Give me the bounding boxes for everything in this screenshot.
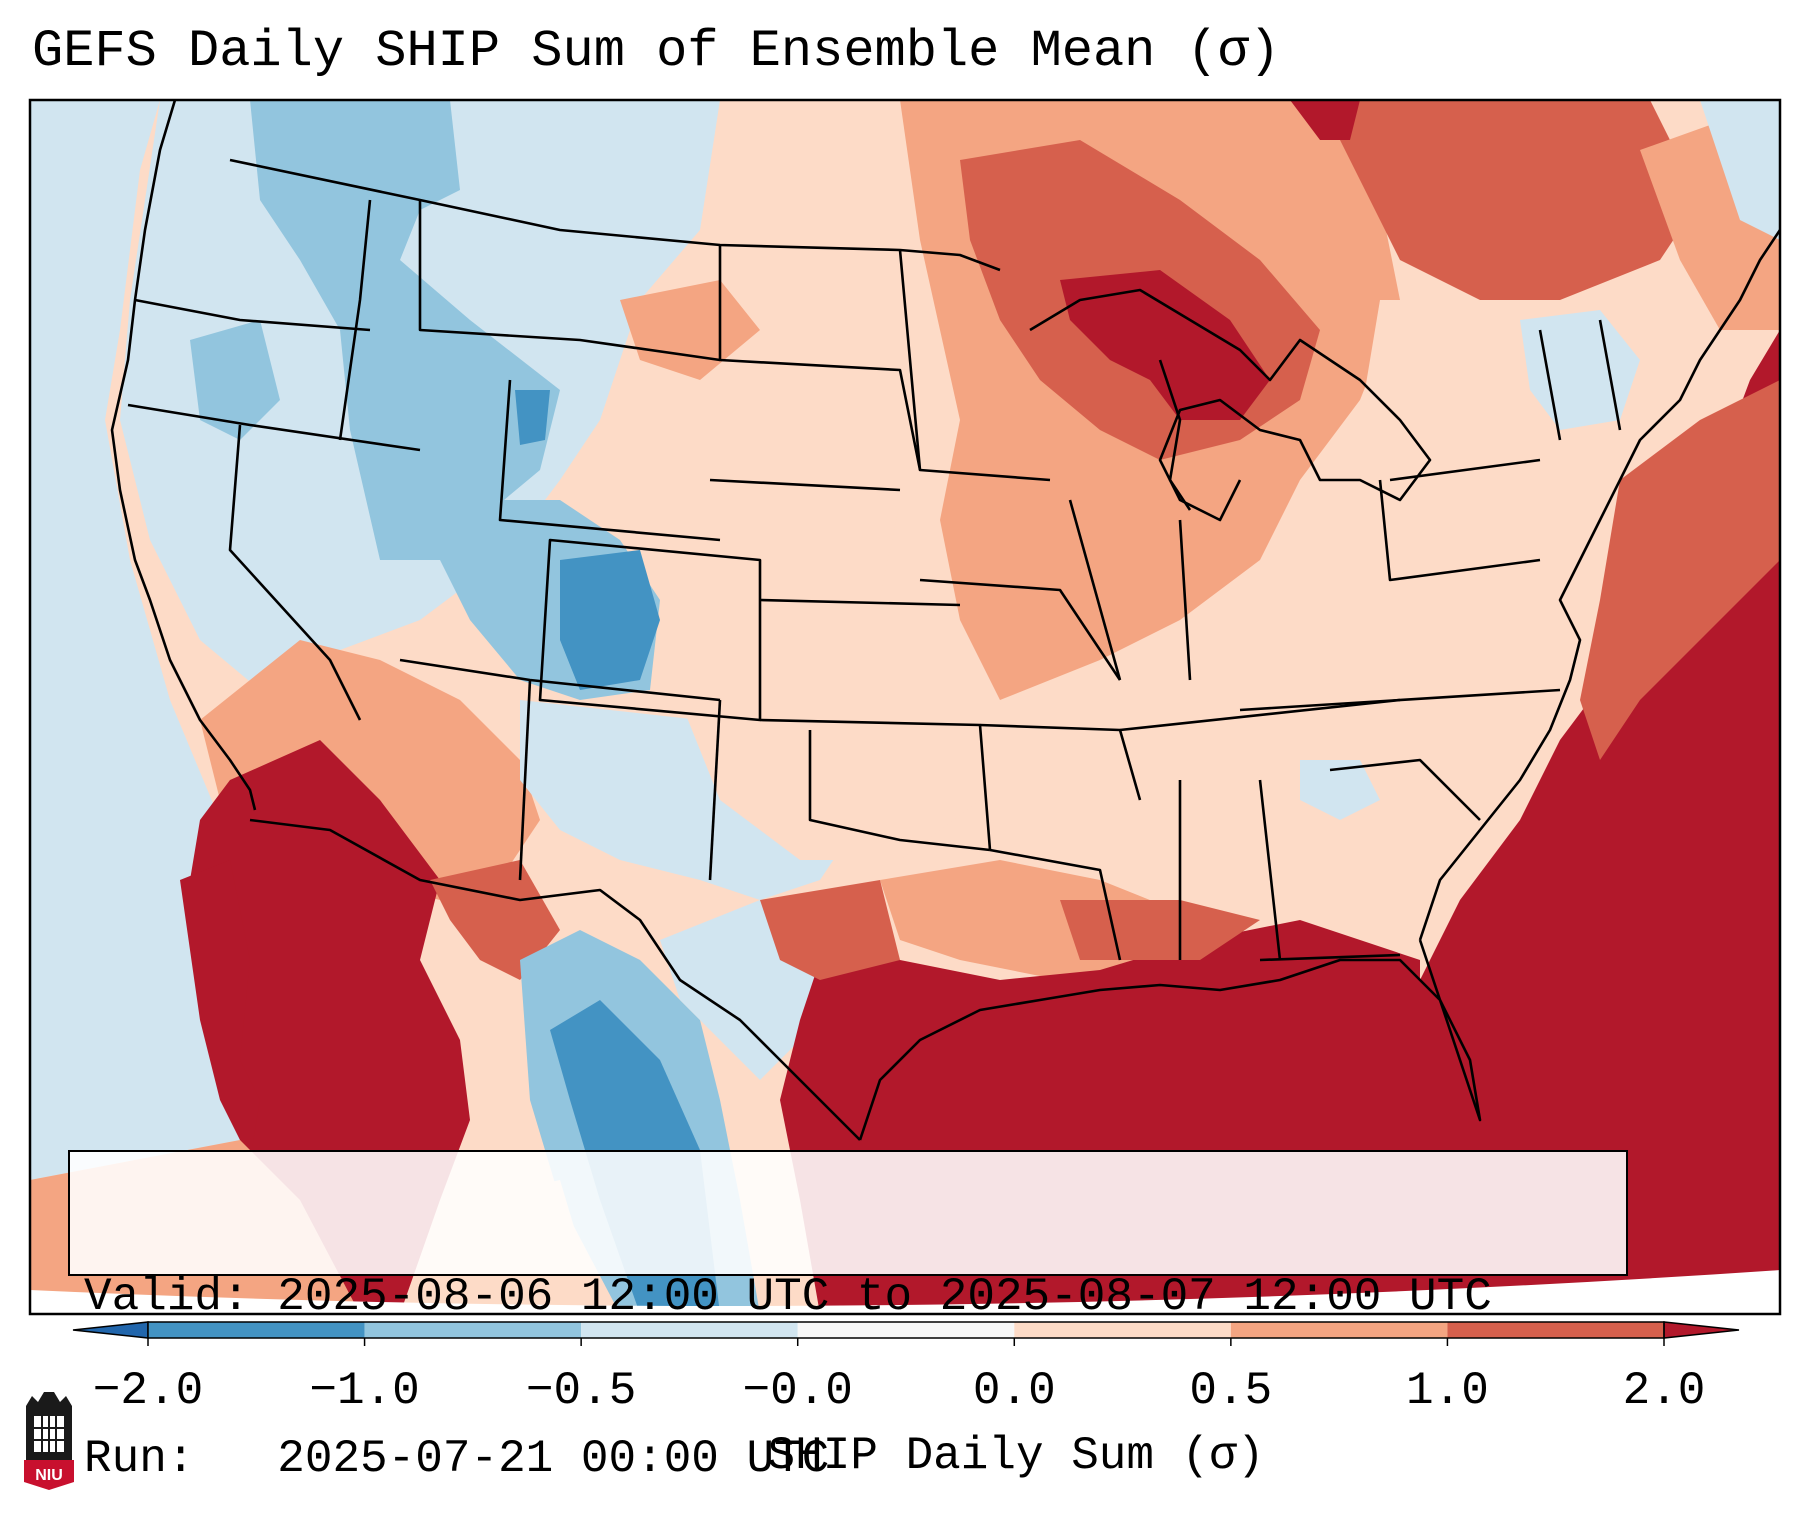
gulf-southwest-warm: [760, 880, 900, 980]
mexico-warm: [430, 860, 560, 980]
map-panel: [28, 98, 1782, 1316]
southeast-cool-patch: [1300, 760, 1380, 820]
colorbar-tick-label: −0.5: [525, 1365, 637, 1417]
plains-warm: [620, 230, 980, 860]
colorbar-outline: [147, 1321, 1665, 1339]
colorbar-segment: [1447, 1322, 1664, 1338]
state-line-ca-nv: [228, 424, 362, 721]
southeast-warm: [1040, 560, 1540, 920]
state-line-va-nc: [1239, 688, 1561, 712]
idaho-oregon-cool: [190, 320, 280, 440]
atlantic-warm-band: [1580, 380, 1780, 760]
far-ne-cool: [1700, 100, 1780, 240]
colorbar-segment: [148, 1322, 365, 1338]
run-time-text: Run: 2025-07-21 00:00 UTC: [84, 1433, 830, 1485]
colorbar-tick-label: −0.0: [742, 1365, 853, 1417]
colorbar-segment: [1230, 1322, 1448, 1338]
northern-plains-warm: [620, 280, 760, 380]
state-line-mn: [898, 249, 1051, 482]
state-line-az-nm: [518, 679, 532, 881]
map-title: GEFS Daily SHIP Sum of Ensemble Mean (σ): [32, 22, 1281, 81]
outside-domain: [30, 1270, 1780, 1314]
state-line-ia-mo: [919, 578, 1122, 681]
state-line-nc-sc: [1329, 758, 1481, 821]
colorbar-extend-high: [1663, 1321, 1740, 1339]
political-boundaries: [110, 100, 1780, 1141]
idaho-cool-zone: [250, 100, 560, 560]
map-frame: [28, 98, 1782, 1316]
colorbar-tick-label: −2.0: [92, 1365, 204, 1417]
colorbar: [72, 1321, 1740, 1346]
colorbar-segment: [364, 1322, 582, 1338]
colorbar-tick-label: 0.5: [1189, 1365, 1273, 1417]
colorbar-segment: [581, 1322, 798, 1338]
state-line-id: [338, 199, 372, 441]
canada-top-extreme: [1290, 100, 1360, 140]
great-lakes-shore: [1029, 288, 1432, 522]
lake-michigan: [1158, 359, 1192, 511]
state-line-ar-la: [989, 848, 1122, 961]
state-line-pa: [1378, 479, 1541, 582]
state-line-ga-fl: [1259, 953, 1401, 962]
state-line-wa-or: [134, 298, 371, 332]
info-box: Valid: 2025-08-06 12:00 UTC to 2025-08-0…: [68, 1150, 1628, 1485]
gulf-coastline: [858, 939, 1482, 1141]
niu-logo: NIU: [24, 1392, 74, 1490]
valid-time-text: Valid: 2025-08-06 12:00 UTC to 2025-08-0…: [84, 1271, 1492, 1323]
colorbar-tick-label: 1.0: [1406, 1365, 1489, 1417]
colorbar-tick-label: −1.0: [309, 1365, 420, 1417]
state-line-ne-ks: [759, 598, 961, 607]
west-coastline: [110, 100, 257, 811]
state-line-mt: [418, 200, 721, 362]
east-coastline: [1418, 229, 1780, 941]
state-line-or-ca: [127, 403, 421, 452]
state-line-dakotas: [718, 245, 922, 471]
canada-north-hot: [1320, 100, 1700, 300]
colorbar-tick-label: 2.0: [1622, 1365, 1706, 1417]
lakes-extreme: [1060, 270, 1270, 420]
colorbar-extend-low: [72, 1321, 149, 1339]
state-line-oh-in: [1178, 519, 1192, 681]
wyoming-strong-cool: [515, 390, 550, 445]
colorado-strong-cool: [560, 550, 660, 690]
state-line-ok-tx: [808, 730, 991, 852]
svg-text:NIU: NIU: [35, 1467, 63, 1484]
state-line-ms-al: [1178, 779, 1282, 961]
state-line-wy: [498, 379, 721, 542]
state-line-pa-ny: [1389, 458, 1541, 482]
colorbar-label: SHIP Daily Sum (σ): [767, 1430, 1265, 1482]
new-england-cool: [1520, 310, 1640, 430]
baja-offshore-hot: [180, 860, 260, 1160]
state-line-tn-ky: [1119, 698, 1401, 732]
state-line-new-england: [1538, 319, 1622, 441]
state-line-il: [1068, 499, 1122, 681]
state-line-sd-ne: [709, 478, 901, 492]
colorbar-segment: [797, 1322, 1015, 1338]
colorbar-segment: [1014, 1322, 1231, 1338]
colorbar-tick-label: 0.0: [972, 1365, 1056, 1417]
mexico-border: [249, 818, 861, 1141]
state-line-nm-tx: [708, 699, 722, 881]
